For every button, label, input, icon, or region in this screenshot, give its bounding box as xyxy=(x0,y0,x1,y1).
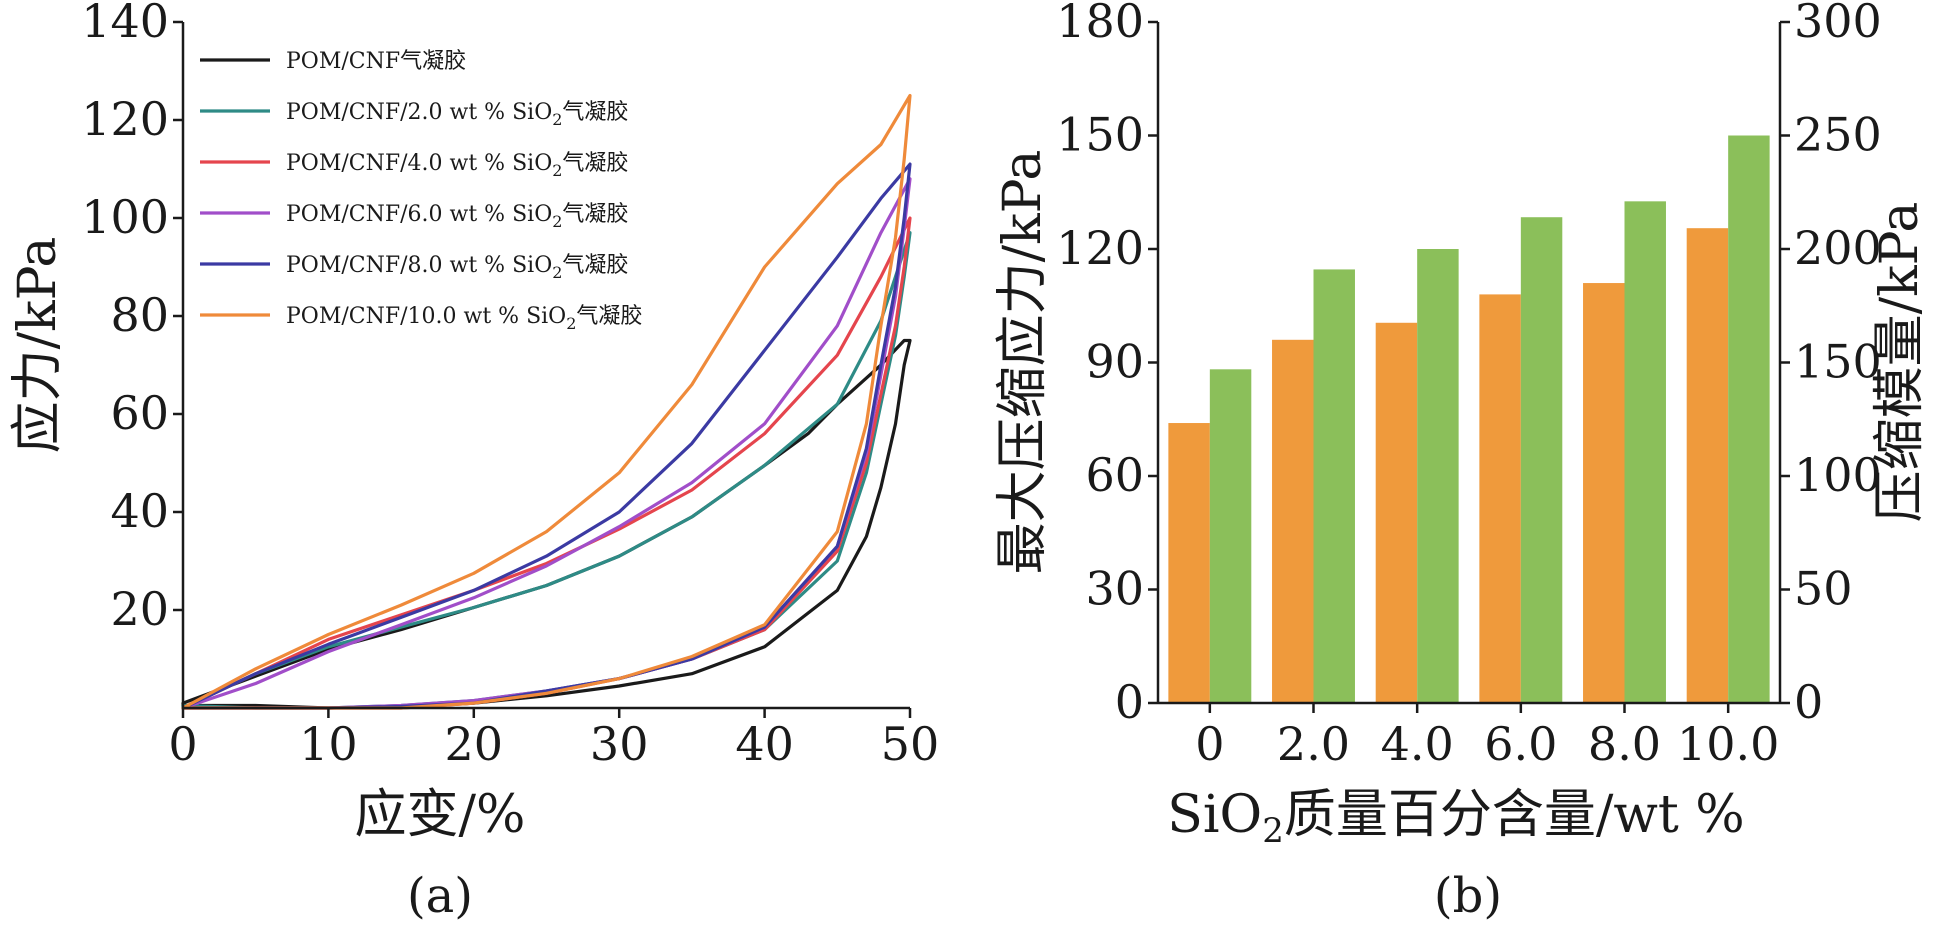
legend-label-5: POM/CNF/10.0 wt % SiO2气凝胶 xyxy=(286,304,642,333)
stress-strain-x-tick-label: 30 xyxy=(590,717,649,771)
bar-chart-x-tick-label: 4.0 xyxy=(1381,717,1454,771)
panel-label-b: (b) xyxy=(1434,868,1502,924)
legend-text-part: POM/CNF/6.0 wt % SiO xyxy=(286,202,552,227)
bar-chart-left-axis-title: 最大压缩应力/kPa xyxy=(993,150,1053,575)
bar-max-stress-5 xyxy=(1686,228,1729,704)
stress-strain-axes: 0 10 20 30 40 50 20 40 60 80 100 120 140 xyxy=(81,0,939,771)
legend-subscript: 2 xyxy=(566,314,576,333)
stress-strain-x-tick-label: 0 xyxy=(168,717,197,771)
legend-text-part: 气凝胶 xyxy=(562,202,628,227)
stress-strain-y-tick-label: 20 xyxy=(110,582,169,636)
bar-modulus-3 xyxy=(1520,217,1563,703)
stress-strain-y-axis-title: 应力/kPa xyxy=(8,237,68,454)
bar-chart-right-tick-label: 100 xyxy=(1794,448,1882,502)
legend-subscript: 2 xyxy=(552,161,562,180)
bar-modulus-4 xyxy=(1624,201,1666,703)
bar-chart-left-tick-label: 180 xyxy=(1056,0,1144,48)
x-axis-title-prefix: SiO xyxy=(1167,785,1262,845)
legend-text-part: 气凝胶 xyxy=(562,253,628,278)
bar-max-stress-0 xyxy=(1168,423,1210,703)
bar-chart-right-tick-label: 150 xyxy=(1794,335,1882,389)
bar-chart-left-tick-label: 90 xyxy=(1085,335,1144,389)
bar-chart-left-tick-label: 120 xyxy=(1056,221,1144,275)
bar-chart-x-tick-label: 6.0 xyxy=(1484,717,1557,771)
bar-max-stress-2 xyxy=(1375,322,1418,703)
stress-strain-y-tick-label: 120 xyxy=(81,92,169,146)
bar-chart-x-tick-label: 2.0 xyxy=(1277,717,1350,771)
stress-strain-y-tick-label: 140 xyxy=(81,0,169,48)
bar-chart-x-tick-label: 0 xyxy=(1195,717,1224,771)
legend-subscript: 2 xyxy=(552,263,562,282)
bar-chart-left-tick-label: 0 xyxy=(1115,675,1144,729)
bar-chart-right-tick-label: 0 xyxy=(1794,675,1823,729)
legend-subscript: 2 xyxy=(552,110,562,129)
bar-chart-right-tick-label: 250 xyxy=(1794,108,1882,162)
stress-strain-x-tick-label: 20 xyxy=(445,717,504,771)
legend-label-2: POM/CNF/4.0 wt % SiO2气凝胶 xyxy=(286,151,628,180)
legend-label-4: POM/CNF/8.0 wt % SiO2气凝胶 xyxy=(286,253,628,282)
bar-chart-bars xyxy=(1168,135,1770,704)
legend-text-part: POM/CNF/10.0 wt % SiO xyxy=(286,304,566,329)
stress-strain-series-line-2 xyxy=(181,216,912,710)
legend-label-3: POM/CNF/6.0 wt % SiO2气凝胶 xyxy=(286,202,628,231)
panel-label-a: (a) xyxy=(407,868,473,924)
legend-text-part: 气凝胶 xyxy=(562,100,628,125)
legend-label-0: POM/CNF气凝胶 xyxy=(286,49,466,74)
stress-strain-chart: 0 10 20 30 40 50 20 40 60 80 100 120 140 POM/CNF气凝胶 P… xyxy=(8,0,939,924)
x-axis-title-suffix: 质量百分含量/wt % xyxy=(1284,785,1745,845)
legend-text-part: POM/CNF/2.0 wt % SiO xyxy=(286,100,552,125)
bar-chart-right-tick-label: 50 xyxy=(1794,562,1853,616)
bar-max-stress-3 xyxy=(1479,294,1521,703)
bar-max-stress-4 xyxy=(1583,283,1625,703)
x-axis-title-subscript: 2 xyxy=(1262,811,1284,851)
bar-chart-x-tick-label: 8.0 xyxy=(1588,717,1661,771)
bar-chart-left-tick-label: 60 xyxy=(1085,448,1144,502)
bar-modulus-0 xyxy=(1209,369,1252,703)
bar-chart-right-tick-label: 300 xyxy=(1794,0,1882,48)
stress-strain-y-tick-label: 100 xyxy=(81,190,169,244)
legend-label-1: POM/CNF/2.0 wt % SiO2气凝胶 xyxy=(286,100,628,129)
stress-strain-x-axis-title: 应变/% xyxy=(355,785,526,845)
stress-strain-y-tick-label: 80 xyxy=(110,288,169,342)
legend-text-part: 气凝胶 xyxy=(576,304,642,329)
stress-strain-x-tick-label: 10 xyxy=(299,717,358,771)
bar-modulus-1 xyxy=(1313,269,1355,703)
bar-chart-right-tick-label: 200 xyxy=(1794,221,1882,275)
bar-modulus-5 xyxy=(1728,135,1770,703)
stress-strain-x-tick-label: 40 xyxy=(735,717,794,771)
legend-subscript: 2 xyxy=(552,212,562,231)
stress-strain-series-line-5 xyxy=(181,93,912,710)
legend-text-part: POM/CNF气凝胶 xyxy=(286,49,466,74)
bar-chart-x-tick-label: 10.0 xyxy=(1677,717,1779,771)
legend-text-part: POM/CNF/8.0 wt % SiO xyxy=(286,253,552,278)
bar-chart: 0 2.0 4.0 6.0 8.0 10.0 0 30 60 90 120 150 180 0 50 100 1… xyxy=(993,0,1930,924)
legend-text-part: 气凝胶 xyxy=(562,151,628,176)
bar-chart-left-tick-label: 30 xyxy=(1085,562,1144,616)
bar-chart-x-axis-title: SiO2质量百分含量/wt % xyxy=(1167,785,1744,851)
bar-chart-left-tick-label: 150 xyxy=(1056,108,1144,162)
stress-strain-y-tick-label: 60 xyxy=(110,386,169,440)
stress-strain-curves xyxy=(181,93,912,710)
stress-strain-x-tick-label: 50 xyxy=(881,717,940,771)
bar-chart-axes: 0 2.0 4.0 6.0 8.0 10.0 0 30 60 90 120 150 180 0 50 100 1… xyxy=(1056,0,1882,771)
bar-modulus-2 xyxy=(1417,249,1459,703)
bar-max-stress-1 xyxy=(1272,339,1314,703)
stress-strain-y-tick-label: 40 xyxy=(110,484,169,538)
legend-text-part: POM/CNF/4.0 wt % SiO xyxy=(286,151,552,176)
bar-chart-right-axis-title: 压缩模量/kPa xyxy=(1870,202,1930,523)
